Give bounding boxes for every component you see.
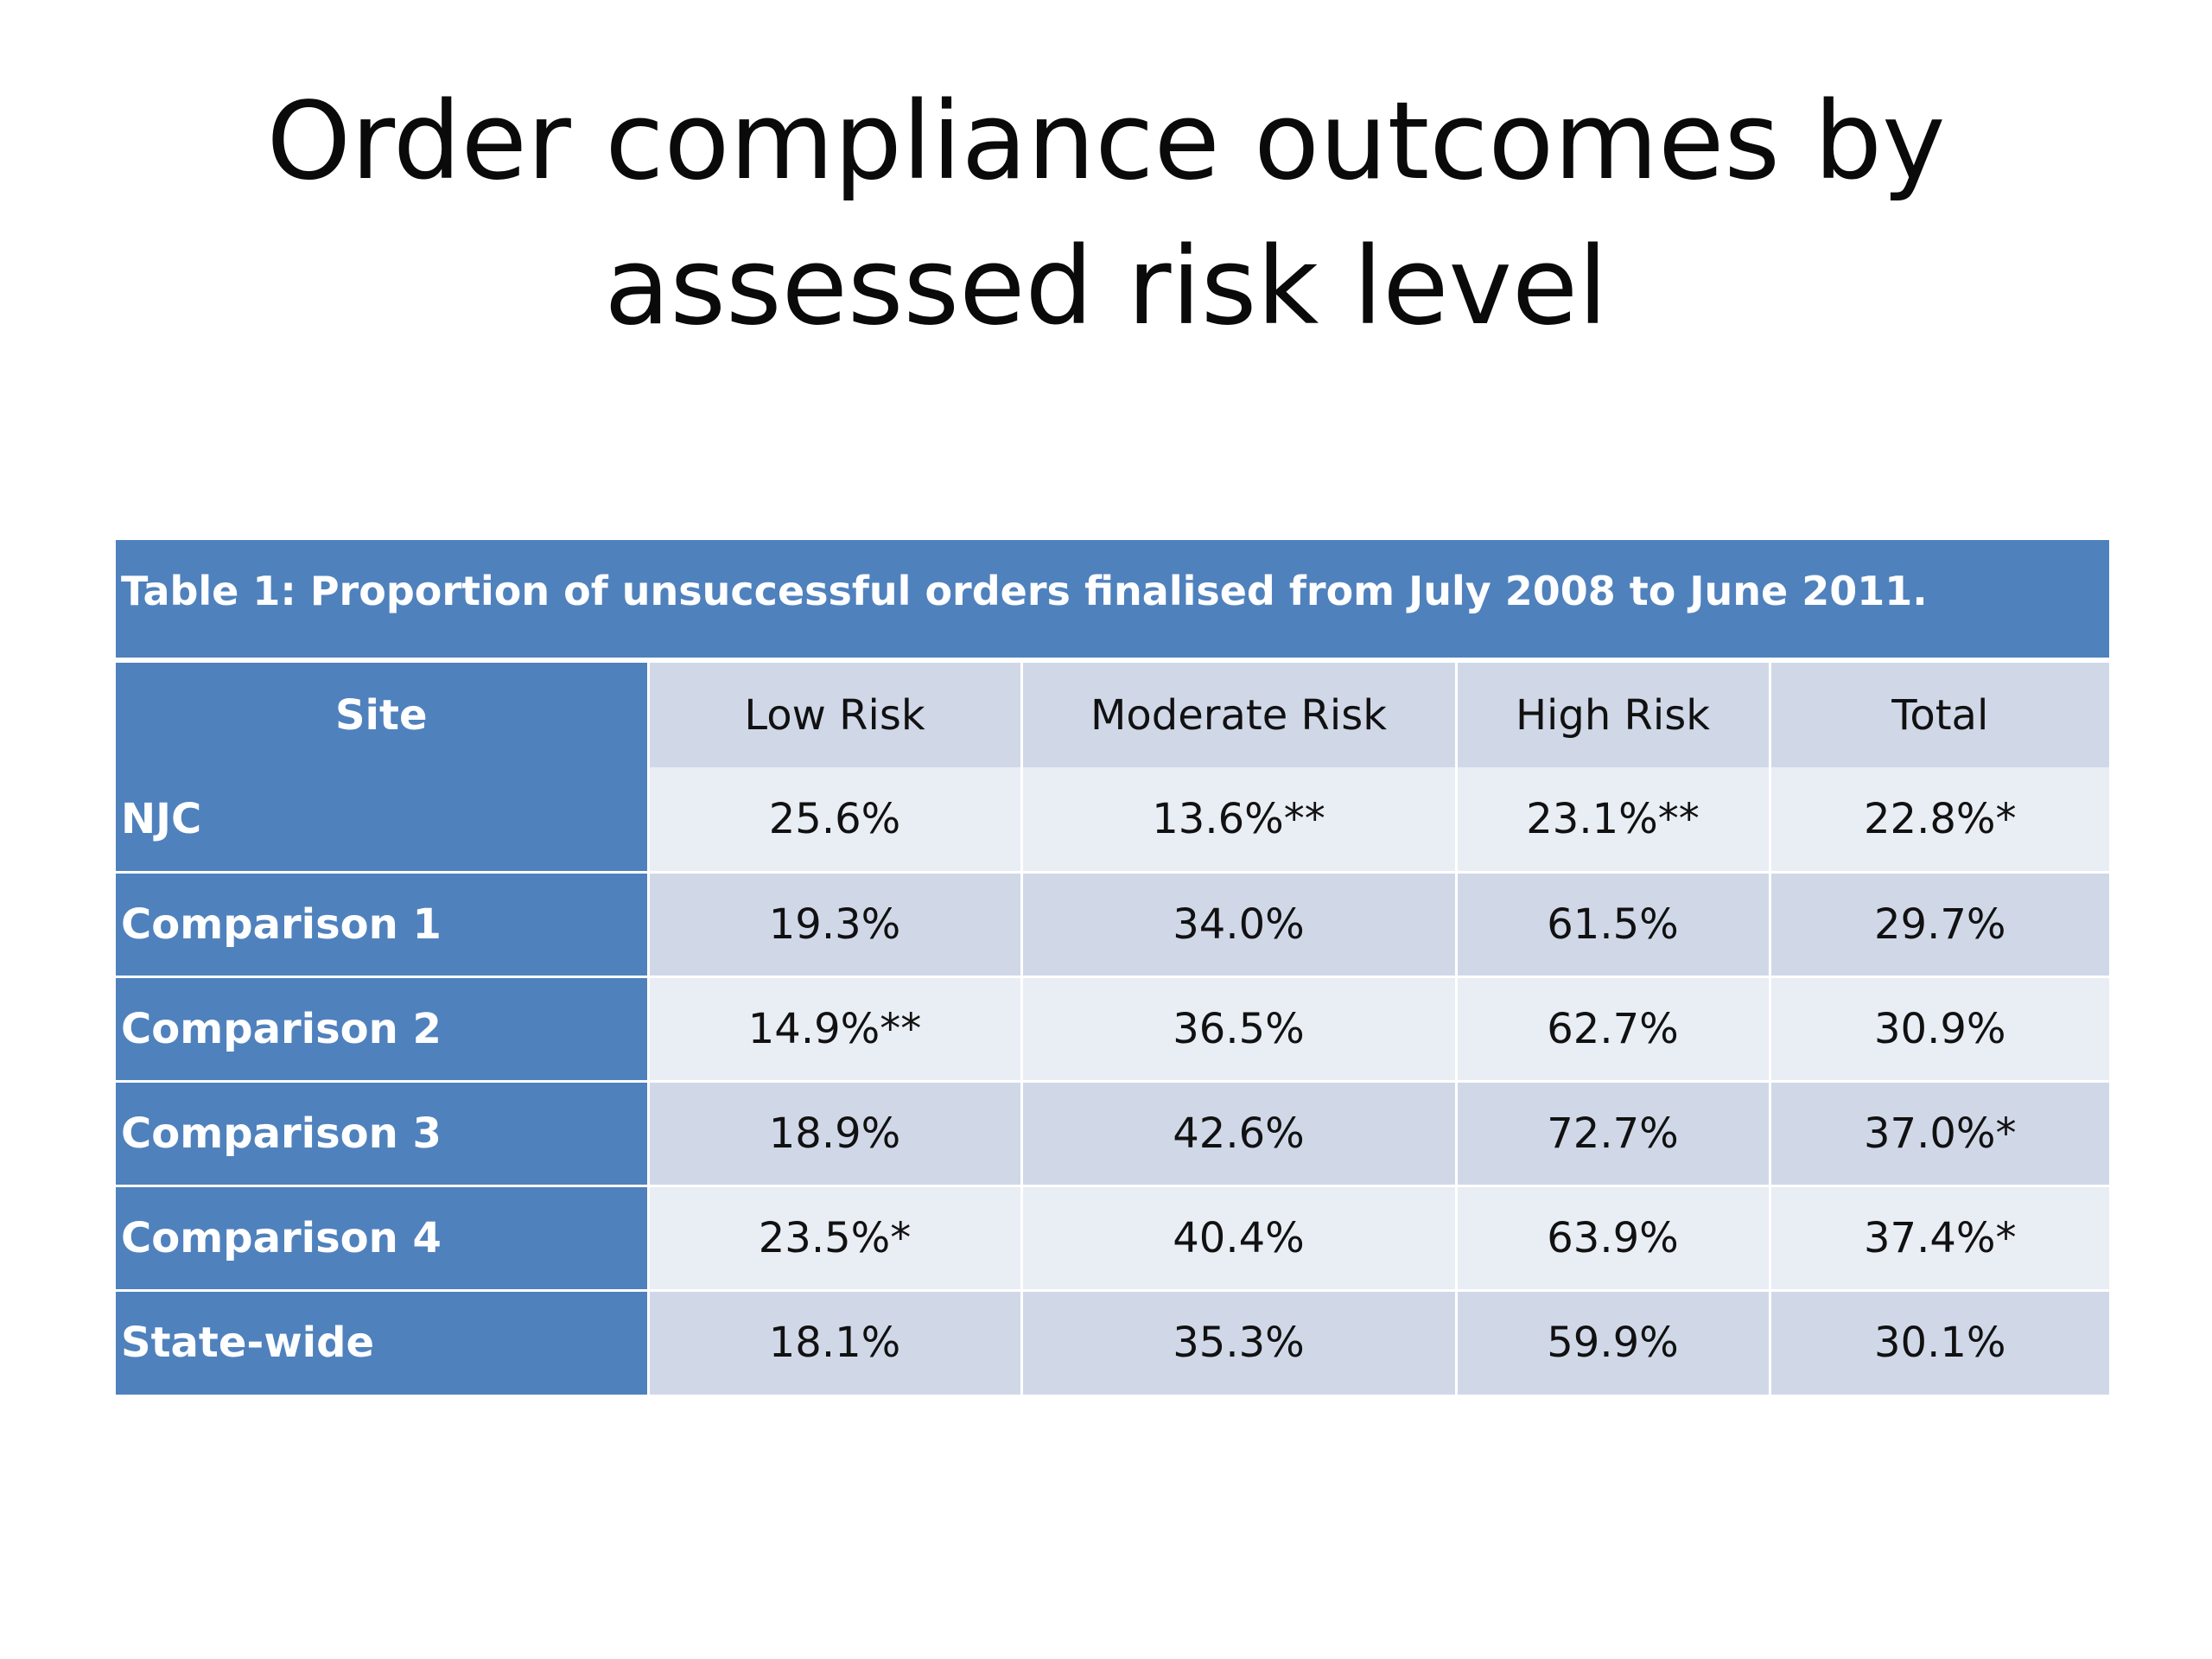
high-risk-cell: 59.9% xyxy=(1454,1288,1771,1395)
table-row: Comparison 4 23.5%* 40.4% 63.9% 37.4%* xyxy=(116,1184,2109,1292)
high-risk-cell: 62.7% xyxy=(1454,975,1771,1083)
header-moderate-risk: Moderate Risk xyxy=(1020,663,1458,767)
site-cell: Comparison 3 xyxy=(116,1079,650,1187)
moderate-risk-cell: 40.4% xyxy=(1020,1184,1458,1292)
header-high-risk: High Risk xyxy=(1454,663,1771,767)
high-risk-cell: 23.1%** xyxy=(1454,767,1771,874)
total-cell: 29.7% xyxy=(1768,870,2109,978)
total-cell: 30.9% xyxy=(1768,975,2109,1083)
site-cell: State-wide xyxy=(116,1288,650,1395)
results-table-container: Table 1: Proportion of unsuccessful orde… xyxy=(116,540,2109,1395)
slide-title-line-2: assessed risk level xyxy=(604,225,1608,349)
header-total: Total xyxy=(1768,663,2109,767)
low-risk-cell: 25.6% xyxy=(646,767,1023,874)
slide-title-line-1: Order compliance outcomes by xyxy=(266,79,1946,204)
total-cell: 22.8%* xyxy=(1768,767,2109,874)
header-low-risk: Low Risk xyxy=(646,663,1023,767)
moderate-risk-cell: 42.6% xyxy=(1020,1079,1458,1187)
table-row: Comparison 3 18.9% 42.6% 72.7% 37.0%* xyxy=(116,1079,2109,1187)
site-cell: NJC xyxy=(116,767,650,874)
header-site: Site xyxy=(116,663,650,767)
table-row: NJC 25.6% 13.6%** 23.1%** 22.8%* xyxy=(116,767,2109,874)
moderate-risk-cell: 36.5% xyxy=(1020,975,1458,1083)
slide-title: Order compliance outcomes by assessed ri… xyxy=(0,69,2212,359)
table-caption: Table 1: Proportion of unsuccessful orde… xyxy=(116,540,2109,658)
site-cell: Comparison 4 xyxy=(116,1184,650,1292)
table-header-row: Site Low Risk Moderate Risk High Risk To… xyxy=(116,663,2109,767)
moderate-risk-cell: 13.6%** xyxy=(1020,767,1458,874)
low-risk-cell: 14.9%** xyxy=(646,975,1023,1083)
moderate-risk-cell: 34.0% xyxy=(1020,870,1458,978)
total-cell: 37.0%* xyxy=(1768,1079,2109,1187)
table-row: State-wide 18.1% 35.3% 59.9% 30.1% xyxy=(116,1288,2109,1395)
table-row: Comparison 2 14.9%** 36.5% 62.7% 30.9% xyxy=(116,975,2109,1083)
low-risk-cell: 18.9% xyxy=(646,1079,1023,1187)
low-risk-cell: 18.1% xyxy=(646,1288,1023,1395)
moderate-risk-cell: 35.3% xyxy=(1020,1288,1458,1395)
results-table: Site Low Risk Moderate Risk High Risk To… xyxy=(116,663,2109,1395)
site-cell: Comparison 1 xyxy=(116,870,650,978)
low-risk-cell: 19.3% xyxy=(646,870,1023,978)
high-risk-cell: 72.7% xyxy=(1454,1079,1771,1187)
total-cell: 30.1% xyxy=(1768,1288,2109,1395)
low-risk-cell: 23.5%* xyxy=(646,1184,1023,1292)
high-risk-cell: 63.9% xyxy=(1454,1184,1771,1292)
total-cell: 37.4%* xyxy=(1768,1184,2109,1292)
high-risk-cell: 61.5% xyxy=(1454,870,1771,978)
site-cell: Comparison 2 xyxy=(116,975,650,1083)
table-row: Comparison 1 19.3% 34.0% 61.5% 29.7% xyxy=(116,870,2109,978)
